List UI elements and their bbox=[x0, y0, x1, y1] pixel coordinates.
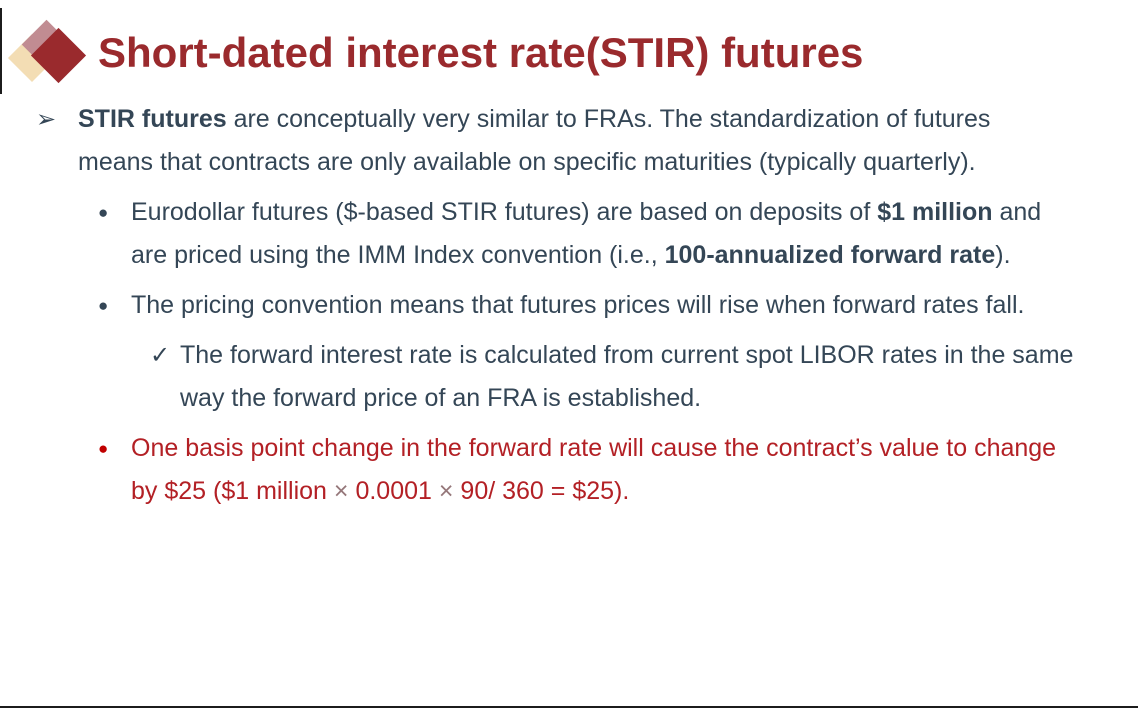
bullet-eurodollar-text: Eurodollar futures ($-based STIR futures… bbox=[131, 198, 1042, 269]
bold-annualized-forward-rate: 100-annualized forward rate bbox=[664, 241, 996, 269]
dot-bullet-icon: ● bbox=[98, 203, 109, 222]
bullet-eurodollar: ● Eurodollar futures ($-based STIR futur… bbox=[0, 191, 1138, 277]
bullet-pricing-convention-text: The pricing convention means that future… bbox=[131, 291, 1025, 319]
bullet-forward-rate-text: The forward interest rate is calculated … bbox=[180, 341, 1074, 412]
bold-1-million: $1 million bbox=[877, 198, 993, 226]
multiply-sign: × bbox=[438, 477, 454, 505]
bullet-stir-futures-text: STIR futures are conceptually very simil… bbox=[78, 105, 991, 176]
bullet-pricing-convention: ● The pricing convention means that futu… bbox=[0, 284, 1138, 327]
checkmark-icon: ✓ bbox=[150, 342, 171, 369]
bullet-stir-futures: ➢ STIR futures are conceptually very sim… bbox=[0, 98, 1138, 184]
bullet-forward-rate-check: ✓ The forward interest rate is calculate… bbox=[0, 334, 1138, 420]
multiply-sign: × bbox=[333, 477, 349, 505]
bullet-basis-point-text: One basis point change in the forward ra… bbox=[131, 434, 1057, 505]
slide-header: Short-dated interest rate(STIR) futures bbox=[0, 0, 1138, 92]
arrow-bullet-icon: ➢ bbox=[36, 106, 57, 133]
overlapping-diamonds-icon bbox=[7, 14, 92, 92]
bold-stir-futures: STIR futures bbox=[78, 105, 227, 133]
slide-body: ➢ STIR futures are conceptually very sim… bbox=[0, 92, 1138, 513]
page-title: Short-dated interest rate(STIR) futures bbox=[98, 29, 864, 76]
slide-left-edge bbox=[0, 8, 2, 94]
slide-bottom-edge bbox=[0, 706, 1138, 708]
dot-bullet-icon: ● bbox=[98, 296, 109, 315]
bullet-basis-point: ● One basis point change in the forward … bbox=[0, 427, 1138, 513]
red-dot-bullet-icon: ● bbox=[98, 439, 109, 458]
